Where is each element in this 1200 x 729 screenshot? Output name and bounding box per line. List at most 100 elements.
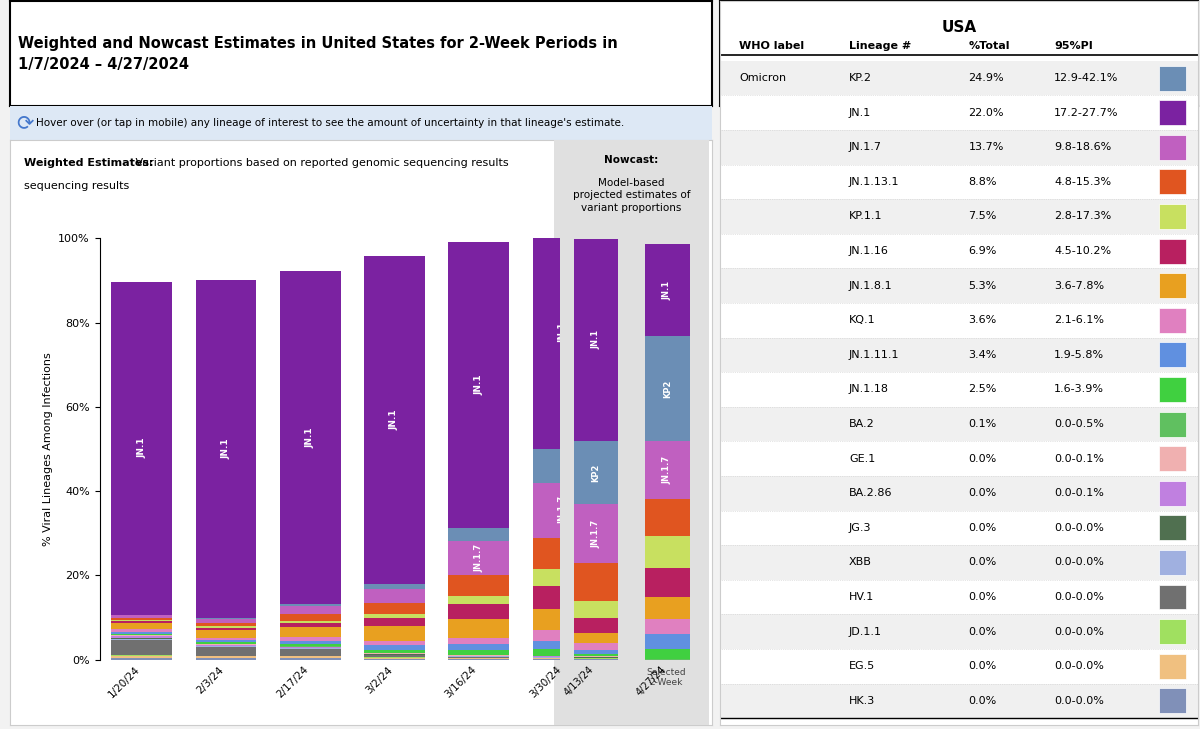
- Bar: [112, 623, 172, 629]
- Bar: [1159, 550, 1186, 575]
- Bar: [1159, 688, 1186, 713]
- Text: JN.1.11.1: JN.1.11.1: [848, 350, 900, 360]
- Text: 0.0-0.0%: 0.0-0.0%: [1055, 695, 1104, 706]
- Text: XBB: XBB: [848, 558, 872, 567]
- Text: JN.1: JN.1: [848, 108, 871, 117]
- Bar: [364, 645, 425, 650]
- Text: Variant proportions based on reported genomic sequencing results: Variant proportions based on reported ge…: [132, 157, 509, 168]
- Text: 0.0-0.1%: 0.0-0.1%: [1055, 488, 1104, 498]
- Bar: [112, 640, 172, 655]
- Text: 0.0%: 0.0%: [968, 661, 997, 671]
- Text: 17.2-27.7%: 17.2-27.7%: [1055, 108, 1118, 117]
- Bar: [449, 638, 509, 644]
- Bar: [280, 650, 341, 655]
- Bar: [449, 574, 509, 596]
- Bar: [112, 281, 172, 615]
- Bar: [280, 270, 341, 604]
- Text: JN.1: JN.1: [558, 323, 568, 343]
- Bar: [1159, 515, 1186, 540]
- Bar: [574, 564, 618, 601]
- Text: 6.9%: 6.9%: [968, 246, 997, 256]
- Text: Weighted Estimates:: Weighted Estimates:: [24, 157, 154, 168]
- Bar: [112, 655, 172, 658]
- Text: 8.8%: 8.8%: [968, 177, 997, 187]
- Text: 22.0%: 22.0%: [968, 108, 1004, 117]
- Text: Model-based
projected estimates of
variant proportions: Model-based projected estimates of varia…: [572, 178, 690, 213]
- Bar: [196, 619, 257, 623]
- Bar: [533, 641, 593, 650]
- Bar: [112, 636, 172, 638]
- Bar: [533, 631, 593, 641]
- Bar: [1159, 169, 1186, 195]
- Text: 0.0-0.0%: 0.0-0.0%: [1055, 661, 1104, 671]
- Text: JN.1.13.1: JN.1.13.1: [848, 177, 900, 187]
- Bar: [280, 623, 341, 627]
- Bar: [364, 618, 425, 626]
- Text: KP2: KP2: [592, 464, 600, 482]
- Bar: [574, 504, 618, 564]
- Bar: [1159, 273, 1186, 298]
- Bar: [533, 537, 593, 569]
- Bar: [196, 630, 257, 639]
- Bar: [533, 658, 593, 659]
- Text: 2.5%: 2.5%: [968, 384, 997, 394]
- Text: HV.1: HV.1: [848, 592, 875, 602]
- Bar: [449, 619, 509, 638]
- Bar: [1159, 412, 1186, 437]
- Bar: [1159, 377, 1186, 402]
- Text: JN.1: JN.1: [306, 427, 314, 448]
- Text: 0.0-0.1%: 0.0-0.1%: [1055, 453, 1104, 464]
- Bar: [720, 407, 1198, 441]
- Text: 9.8-18.6%: 9.8-18.6%: [1055, 142, 1111, 152]
- Bar: [1159, 343, 1186, 367]
- Bar: [112, 631, 172, 634]
- Bar: [720, 615, 1198, 649]
- Text: 7.5%: 7.5%: [968, 211, 997, 222]
- Bar: [280, 637, 341, 641]
- Bar: [449, 241, 509, 529]
- Text: 0.0%: 0.0%: [968, 592, 997, 602]
- Bar: [364, 659, 425, 660]
- Bar: [196, 655, 257, 656]
- Bar: [1159, 585, 1186, 609]
- Text: JN.1.18: JN.1.18: [848, 384, 889, 394]
- Bar: [196, 656, 257, 658]
- Bar: [646, 597, 690, 619]
- Text: KP.2: KP.2: [848, 73, 872, 83]
- Bar: [449, 658, 509, 659]
- Bar: [533, 217, 593, 449]
- Text: 0.0%: 0.0%: [968, 523, 997, 533]
- Text: KQ.1: KQ.1: [848, 315, 876, 325]
- Bar: [196, 617, 257, 619]
- Text: JN.1: JN.1: [390, 410, 398, 430]
- Bar: [1159, 308, 1186, 332]
- Bar: [720, 476, 1198, 510]
- Text: JN.1: JN.1: [222, 439, 230, 459]
- Bar: [364, 604, 425, 614]
- Bar: [280, 641, 341, 644]
- Text: 0.0%: 0.0%: [968, 627, 997, 636]
- Bar: [112, 620, 172, 621]
- Bar: [720, 61, 1198, 95]
- Bar: [280, 656, 341, 658]
- Text: JN.1: JN.1: [137, 438, 146, 459]
- Bar: [196, 639, 257, 640]
- Bar: [1159, 654, 1186, 679]
- Bar: [720, 684, 1198, 718]
- Bar: [280, 648, 341, 650]
- Text: 3.4%: 3.4%: [968, 350, 997, 360]
- Bar: [646, 634, 690, 649]
- Text: 0.0-0.5%: 0.0-0.5%: [1055, 419, 1104, 429]
- Bar: [720, 303, 1198, 338]
- Bar: [112, 617, 172, 620]
- Bar: [449, 541, 509, 574]
- Bar: [280, 658, 341, 660]
- Text: Weighted and Nowcast Estimates in United States for 2-Week Periods in
1/7/2024 –: Weighted and Nowcast Estimates in United…: [18, 36, 618, 71]
- Text: 3.6%: 3.6%: [968, 315, 997, 325]
- Bar: [646, 337, 690, 442]
- Bar: [533, 650, 593, 655]
- Text: JN.1.7: JN.1.7: [558, 496, 568, 524]
- Bar: [112, 634, 172, 635]
- Bar: [646, 619, 690, 634]
- Bar: [1159, 619, 1186, 644]
